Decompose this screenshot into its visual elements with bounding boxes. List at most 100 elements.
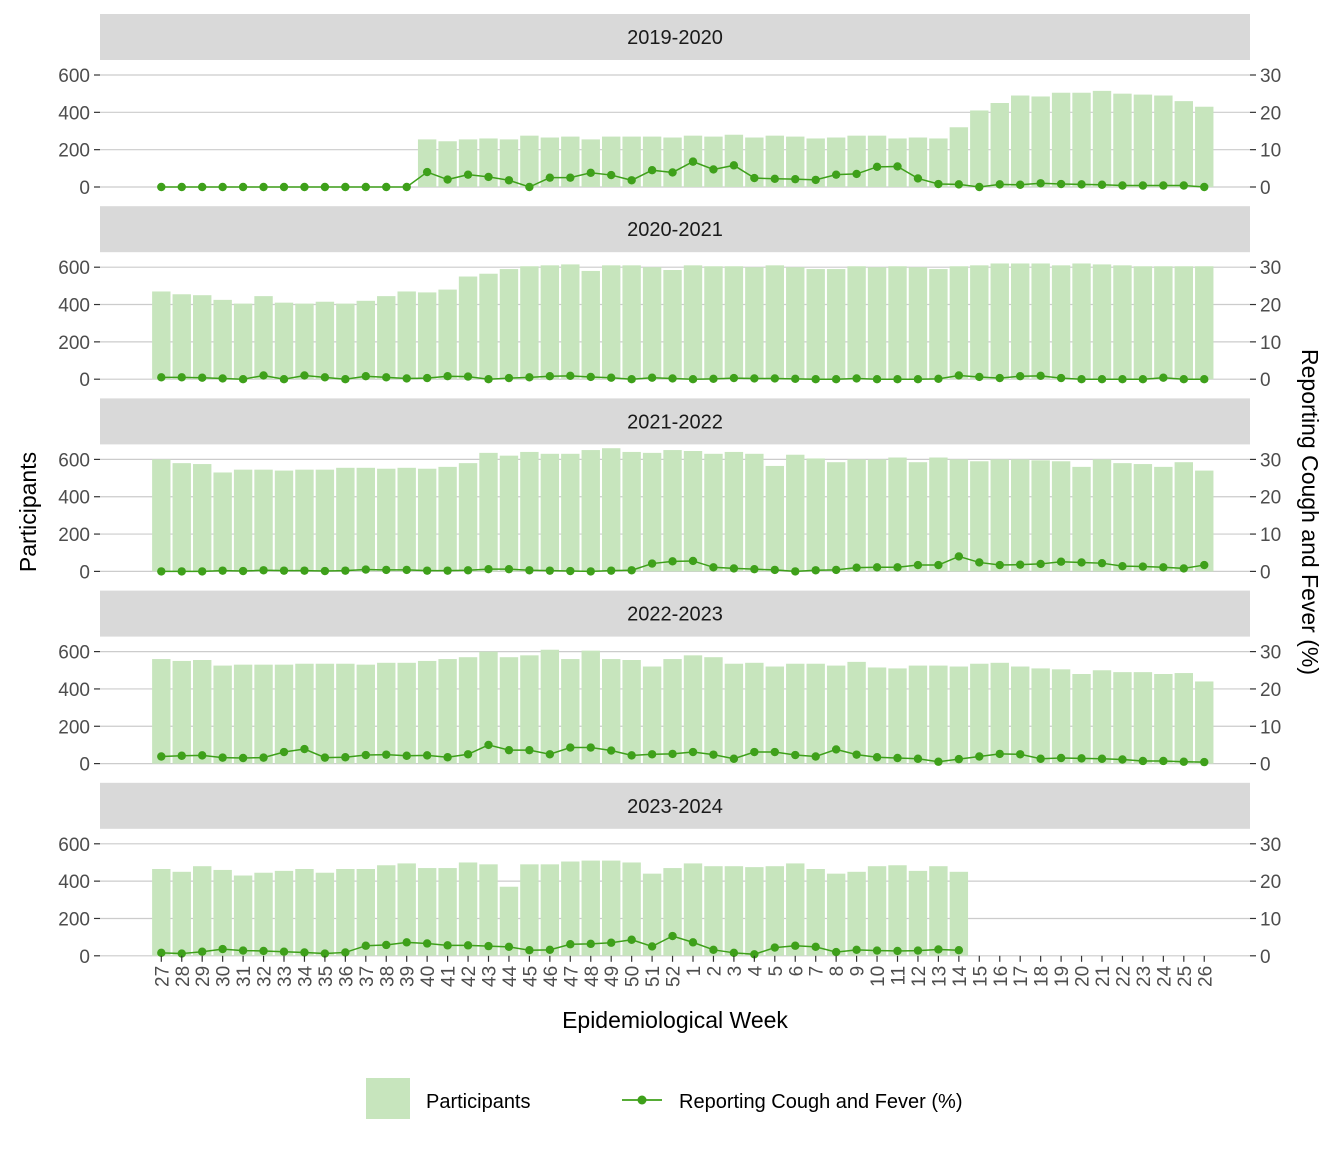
x-tick-label: 12: [909, 966, 930, 987]
bar: [765, 465, 784, 572]
x-tick-label: 19: [1052, 966, 1073, 987]
panels-layer: 2019-2020020040060001020302020-202102004…: [58, 14, 1281, 968]
point: [341, 948, 350, 957]
point: [1179, 375, 1189, 384]
x-tick-label: 28: [173, 966, 194, 987]
bar: [315, 663, 335, 764]
point: [545, 945, 555, 955]
point: [504, 745, 514, 755]
bar: [377, 296, 396, 380]
point: [177, 182, 186, 192]
point: [586, 168, 595, 178]
point: [300, 182, 309, 192]
point: [443, 566, 452, 575]
point: [361, 565, 370, 574]
point: [688, 747, 698, 757]
point: [954, 946, 964, 955]
bar: [458, 463, 478, 572]
bar: [438, 289, 457, 380]
point: [688, 375, 698, 384]
bar: [786, 267, 805, 380]
point: [913, 174, 923, 183]
bar: [1011, 459, 1030, 572]
x-tick-label: 52: [664, 966, 685, 987]
bar: [274, 664, 294, 764]
point: [157, 948, 166, 958]
x-axis: 27 28 29 30 31 32 33 34 35 36 37 38 39 40 41 42 43 44 45 46…: [152, 955, 1216, 987]
legend-key-participants: [366, 1078, 410, 1119]
bar: [254, 469, 273, 572]
point: [422, 751, 432, 760]
y-tick-label-left: 400: [58, 488, 90, 509]
point: [382, 565, 391, 575]
y-tick-label-left: 400: [58, 103, 90, 124]
point: [525, 946, 534, 955]
point: [831, 170, 841, 179]
y-tick-label-right: 0: [1260, 370, 1271, 391]
point: [770, 374, 779, 383]
point: [361, 941, 370, 950]
point: [750, 564, 759, 574]
bar: [622, 660, 641, 764]
point: [668, 374, 677, 383]
panel-strip: [100, 782, 1250, 829]
point: [157, 373, 166, 382]
bar: [663, 868, 682, 956]
bar: [867, 135, 887, 187]
bar: [1092, 264, 1112, 380]
bar: [479, 452, 498, 572]
point: [300, 744, 309, 754]
bar: [336, 663, 355, 764]
bar: [826, 137, 846, 187]
bar: [724, 266, 744, 380]
bar: [663, 659, 682, 764]
panel-strip: [100, 590, 1250, 637]
bar: [663, 450, 682, 572]
y-tick-label-right: 10: [1260, 141, 1281, 162]
bar: [540, 864, 560, 956]
bar: [765, 666, 784, 764]
point: [157, 752, 166, 761]
panel-title: 2021-2022: [627, 411, 723, 433]
point: [934, 374, 943, 384]
point: [177, 751, 186, 760]
point: [341, 753, 350, 762]
x-tick-label: 51: [643, 966, 664, 987]
point: [1097, 558, 1107, 568]
point: [709, 563, 718, 572]
point: [975, 752, 984, 761]
point: [1097, 754, 1107, 763]
x-tick-label: 49: [602, 966, 623, 987]
point: [934, 945, 943, 954]
bar: [356, 664, 375, 764]
bar: [315, 301, 335, 380]
x-tick-label: 6: [786, 966, 807, 977]
point: [1056, 557, 1066, 566]
bar: [724, 663, 744, 764]
point: [750, 374, 759, 383]
y-tick-label-right: 20: [1260, 103, 1281, 124]
point: [382, 182, 391, 192]
point: [504, 176, 514, 185]
bar: [908, 870, 928, 956]
bar: [274, 870, 294, 956]
bar: [254, 872, 273, 956]
point: [177, 567, 186, 576]
point: [607, 938, 616, 947]
y-tick-label-right: 30: [1260, 835, 1281, 856]
point: [198, 182, 207, 192]
bar: [397, 291, 416, 380]
bar: [1113, 463, 1132, 572]
bar: [172, 871, 191, 956]
point: [1179, 564, 1189, 573]
point: [586, 743, 595, 752]
bar: [581, 650, 600, 764]
point: [709, 945, 718, 955]
bar: [704, 136, 723, 187]
point: [1077, 180, 1086, 189]
point: [872, 162, 882, 172]
y-tick-label-right: 30: [1260, 258, 1281, 279]
bar: [1154, 266, 1173, 380]
point: [975, 182, 984, 192]
bar: [683, 451, 703, 572]
